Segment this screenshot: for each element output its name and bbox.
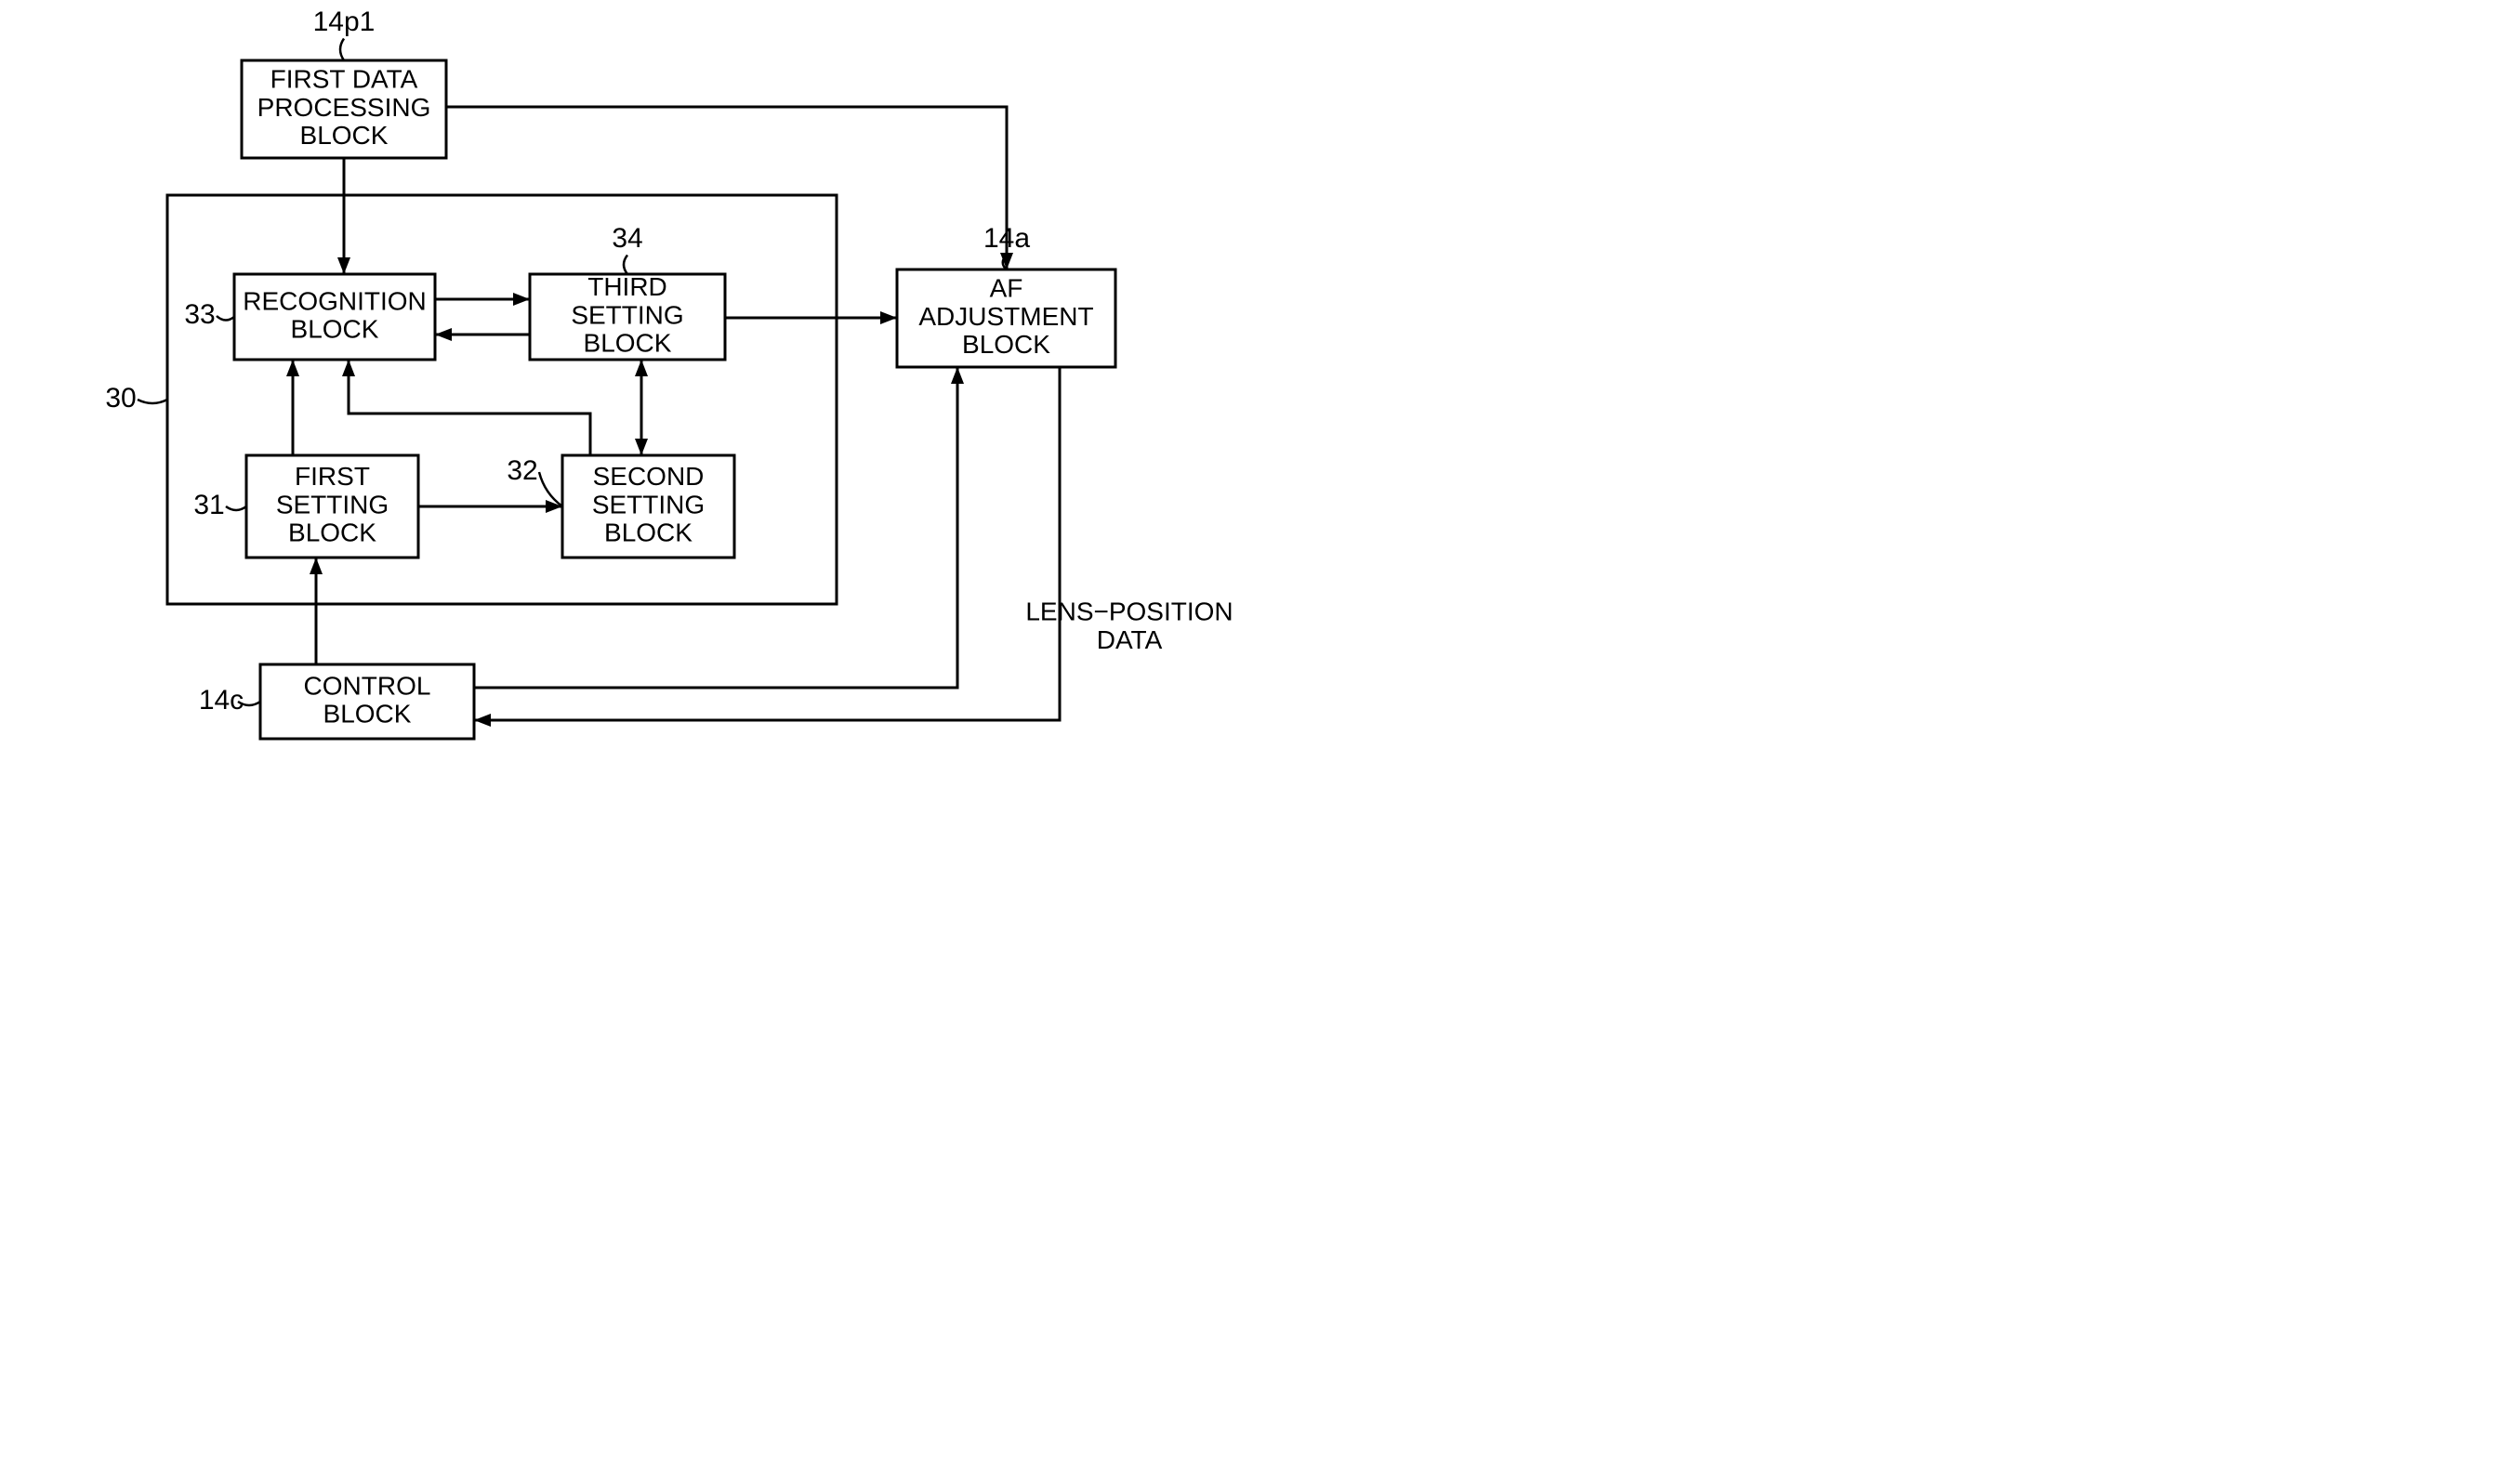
th-label-1: SETTING	[571, 300, 683, 329]
ref-label-14p1: 14p1	[313, 7, 376, 37]
p1-label-2: BLOCK	[300, 121, 389, 150]
ss-label-0: SECOND	[593, 462, 705, 491]
th-block: THIRDSETTINGBLOCK	[530, 272, 725, 360]
rec-block: RECOGNITIONBLOCK	[234, 274, 435, 360]
ref-label-34: 34	[612, 223, 642, 254]
rec-label-0: RECOGNITION	[243, 286, 427, 315]
ref-label-32: 32	[507, 455, 537, 486]
diagram-root: FIRST DATAPROCESSINGBLOCKRECOGNITIONBLOC…	[0, 0, 2493, 790]
side-label-1: DATA	[1097, 625, 1163, 654]
ss-label-1: SETTING	[592, 490, 705, 519]
cb-label-0: CONTROL	[304, 671, 431, 700]
side-label-0: LENS−POSITION	[1025, 597, 1233, 625]
cb-label-1: BLOCK	[323, 700, 412, 729]
af-label-1: ADJUSTMENT	[918, 302, 1093, 331]
p1-block: FIRST DATAPROCESSINGBLOCK	[242, 60, 446, 158]
ref-label-14a: 14a	[983, 223, 1030, 254]
fs-label-2: BLOCK	[288, 519, 376, 547]
p1-label-1: PROCESSING	[257, 93, 431, 122]
ref-label-14c: 14c	[199, 685, 244, 716]
fs-block: FIRSTSETTINGBLOCK	[246, 455, 418, 558]
fs-label-0: FIRST	[295, 462, 370, 491]
ref-label-31: 31	[193, 490, 224, 520]
p1-label-0: FIRST DATA	[270, 65, 418, 94]
rec-label-1: BLOCK	[291, 315, 379, 344]
ref-label-33: 33	[184, 299, 215, 330]
af-block: AFADJUSTMENTBLOCK	[897, 269, 1115, 367]
ss-label-2: BLOCK	[604, 519, 692, 547]
th-label-0: THIRD	[587, 272, 667, 301]
th-label-2: BLOCK	[584, 329, 672, 358]
ss-block: SECONDSETTINGBLOCK	[562, 455, 734, 558]
fs-label-1: SETTING	[276, 490, 389, 519]
ref-label-30: 30	[105, 383, 136, 414]
af-label-0: AF	[990, 274, 1023, 303]
cb-block: CONTROLBLOCK	[260, 664, 474, 739]
af-label-2: BLOCK	[962, 330, 1050, 359]
